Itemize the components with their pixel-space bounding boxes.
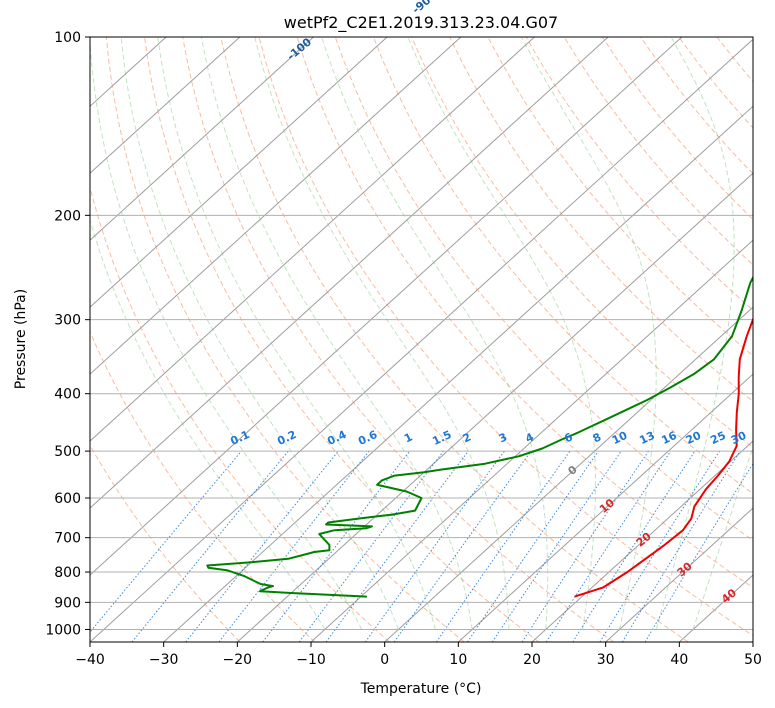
y-axis: 1000 900 800 700 600 500 400 300 200 100 — [45, 30, 90, 638]
dry-adiabat — [144, 37, 540, 642]
isotherm-line — [384, 306, 753, 642]
mixing-ratio-line — [545, 450, 672, 642]
isotherm-line — [236, 172, 753, 642]
isotherm-line — [457, 373, 753, 642]
mixing-ratio-label: 13 — [637, 429, 656, 447]
mixing-ratio-label: 20 — [684, 429, 704, 447]
mixing-ratio-line — [572, 450, 696, 642]
isotherm-line — [90, 37, 683, 576]
dry-adiabat — [525, 37, 753, 311]
isotherm-line — [90, 37, 314, 241]
mixing-ratio-line — [90, 450, 242, 633]
x-tick-label: −10 — [296, 652, 326, 668]
temperature-profile-line — [574, 316, 753, 598]
dewpoint-profile-line — [206, 275, 753, 598]
mixing-ratio-line — [298, 450, 444, 642]
isotherm-line — [90, 37, 241, 174]
dry-adiabat — [449, 37, 753, 402]
dry-adiabat — [411, 37, 753, 448]
dry-adiabat — [182, 37, 614, 642]
mixing-ratio-label: 25 — [708, 429, 727, 447]
moist-adiabat — [321, 37, 549, 630]
x-tick-label: 10 — [449, 652, 467, 668]
mixing-ratio-line — [644, 462, 753, 642]
moist-adiabat — [90, 218, 326, 630]
isotherm-line — [90, 37, 462, 375]
x-tick-label: −40 — [75, 652, 105, 668]
moist-adiabat — [692, 445, 753, 630]
y-axis-title: Pressure (hPa) — [13, 289, 29, 389]
mixing-ratio-line — [262, 450, 411, 642]
y-tick-label: 100 — [54, 30, 81, 46]
y-tick-label: 300 — [54, 313, 81, 329]
x-tick-label: 0 — [380, 652, 389, 668]
profile-lines — [206, 275, 753, 598]
y-tick-label: 200 — [54, 208, 81, 224]
x-axis: −40 −30 −20 −10 0 10 20 30 40 50 — [75, 642, 762, 668]
y-tick-label: 800 — [54, 565, 81, 581]
x-tick-label: 20 — [523, 652, 541, 668]
x-tick-label: 50 — [744, 652, 762, 668]
isotherm-line — [605, 507, 753, 642]
background-lines — [90, 37, 753, 642]
dry-adiabat — [372, 37, 753, 495]
mixing-ratio-line — [621, 450, 741, 642]
x-axis-title: Temperature (°C) — [360, 681, 482, 697]
y-tick-label: 1000 — [45, 622, 81, 638]
mixing-ratio-line — [599, 450, 721, 642]
moist-adiabat — [200, 37, 473, 630]
dry-adiabat — [90, 444, 241, 642]
mixing-ratio-label: 16 — [660, 429, 680, 447]
x-tick-label: −30 — [149, 652, 179, 668]
chart-title: wetPf2_C2E1.2019.313.23.04.G07 — [284, 13, 558, 33]
mixing-ratio-line — [435, 450, 571, 642]
moist-adiabat — [254, 37, 510, 630]
moist-adiabat — [120, 37, 399, 630]
mixing-ratio-label: 30 — [729, 429, 749, 447]
mixing-ratio-line — [393, 450, 532, 642]
isotherm-line — [90, 38, 753, 642]
mixing-ratio-line — [467, 450, 599, 642]
y-tick-label: 600 — [54, 491, 81, 507]
isotherm-line — [90, 37, 535, 442]
dry-adiabat — [296, 37, 753, 589]
y-tick-label: 400 — [54, 387, 81, 403]
plot-frame — [89, 36, 754, 643]
mixing-ratio-line — [491, 450, 622, 642]
dry-adiabat — [105, 37, 465, 642]
x-tick-label: 30 — [597, 652, 615, 668]
mixing-ratio-line — [218, 450, 370, 642]
mixing-ratio-line — [364, 450, 505, 642]
y-tick-label: 700 — [54, 531, 81, 547]
isotherm-line — [163, 105, 753, 642]
y-tick-label: 900 — [54, 595, 81, 611]
moist-adiabat — [655, 37, 735, 630]
dry-adiabat — [487, 37, 753, 357]
mixing-ratio-line — [521, 450, 650, 642]
isotherm-line — [310, 239, 753, 642]
dry-adiabat — [90, 330, 316, 642]
isotherm-line — [90, 37, 609, 509]
isotherm-line — [531, 440, 753, 642]
moist-adiabat — [407, 37, 596, 630]
x-tick-label: −20 — [223, 652, 253, 668]
dry-adiabat — [220, 37, 689, 642]
mixing-ratio-label: 10 — [610, 429, 630, 447]
y-tick-label: 500 — [54, 444, 81, 460]
isotherm-line — [90, 37, 388, 308]
mixing-ratio-line — [325, 450, 469, 642]
moist-adiabat — [90, 37, 363, 630]
moist-adiabat — [157, 37, 436, 630]
x-tick-label: 40 — [670, 652, 688, 668]
